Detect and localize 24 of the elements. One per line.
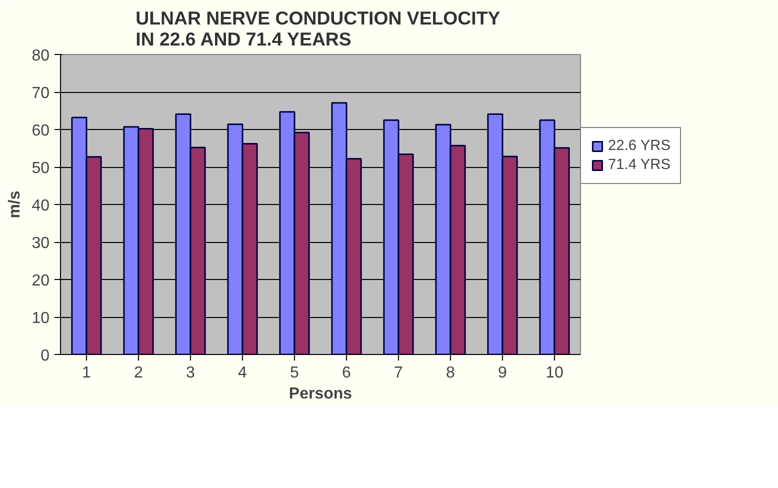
x-tick-label: 2 — [134, 364, 144, 382]
y-tick-label: 70 — [32, 85, 50, 102]
y-tick-label: 60 — [32, 122, 50, 140]
y-tick-label: 30 — [32, 235, 50, 252]
x-axis-title: Persons — [288, 386, 352, 402]
legend-label: 71.4 YRS — [608, 157, 670, 173]
x-tick-label: 8 — [446, 364, 456, 382]
y-axis-title: m/s — [6, 190, 24, 218]
y-tick-label: 10 — [32, 310, 50, 327]
legend-label: 22.6 YRS — [608, 138, 670, 154]
y-tick-label: 80 — [32, 48, 50, 64]
x-tick-label: 3 — [186, 364, 196, 382]
y-tick-label: 50 — [32, 160, 50, 177]
x-tick-label: 10 — [546, 364, 564, 382]
x-tick-label: 5 — [290, 364, 300, 382]
y-tick-label: 20 — [32, 272, 50, 290]
y-tick-label: 0 — [40, 348, 50, 364]
chart-title: ULNAR NERVE CONDUCTION VELOCITY IN 22.6 AND 71.4 YEARS — [136, 8, 501, 50]
y-tick-label: 40 — [32, 198, 50, 214]
x-tick-label: 1 — [82, 364, 92, 382]
x-tick-label: 9 — [498, 364, 508, 382]
x-tick-label: 4 — [238, 364, 248, 382]
x-tick-label: 6 — [342, 364, 352, 382]
x-tick-label: 7 — [394, 364, 404, 382]
